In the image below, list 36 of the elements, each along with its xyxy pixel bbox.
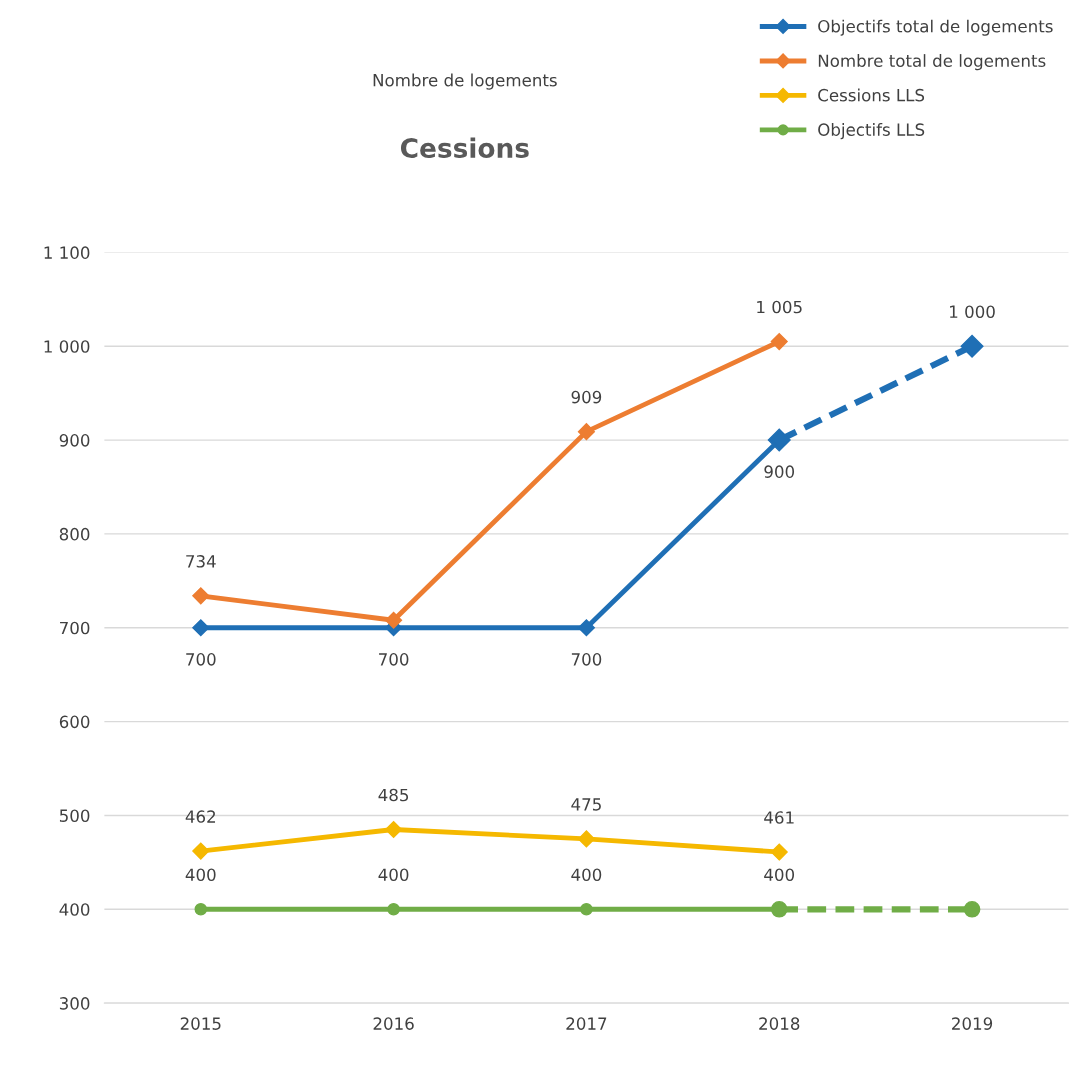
legend-label: Nombre total de logements <box>818 54 1046 71</box>
data-label: 909 <box>571 390 602 404</box>
data-label: 462 <box>185 810 216 823</box>
data-label: 1 005 <box>757 300 802 314</box>
data-label: 400 <box>185 868 216 882</box>
data-label: 700 <box>571 653 602 666</box>
data-label: 400 <box>378 868 409 882</box>
y-tick-label: 1 000 <box>44 340 90 353</box>
y-tick-label: 600 <box>59 715 90 729</box>
legend-label: Cessions LLS <box>818 88 925 102</box>
data-label: 400 <box>764 868 795 882</box>
data-label: 1 000 <box>950 305 995 318</box>
y-tick-label: 500 <box>59 809 90 822</box>
data-label: 400 <box>571 868 602 882</box>
data-label: 700 <box>186 653 216 666</box>
data-label: 485 <box>378 788 409 802</box>
x-tick-label: 2019 <box>952 1017 993 1030</box>
x-tick-label: 2017 <box>566 1017 607 1030</box>
data-label: 734 <box>186 555 216 568</box>
y-tick-label: 800 <box>59 527 90 541</box>
x-tick-label: 2016 <box>373 1017 414 1030</box>
chart-subtitle: Nombre de logements <box>373 73 557 90</box>
legend-label: Objectifs total de logements <box>818 19 1053 36</box>
chart-title: Cessions <box>400 137 529 159</box>
legend-label: Objectifs LLS <box>818 123 925 140</box>
y-tick-label: 400 <box>59 903 90 916</box>
y-tick-label: 1 100 <box>44 246 90 259</box>
data-label: 461 <box>764 811 794 824</box>
data-label: 700 <box>379 653 409 666</box>
y-tick-label: 300 <box>59 997 90 1010</box>
y-tick-label: 900 <box>59 434 90 447</box>
x-tick-label: 2018 <box>759 1017 800 1030</box>
data-label: 475 <box>571 798 601 811</box>
data-label: 900 <box>764 465 795 478</box>
y-tick-label: 700 <box>60 621 90 635</box>
x-tick-label: 2015 <box>180 1017 221 1030</box>
